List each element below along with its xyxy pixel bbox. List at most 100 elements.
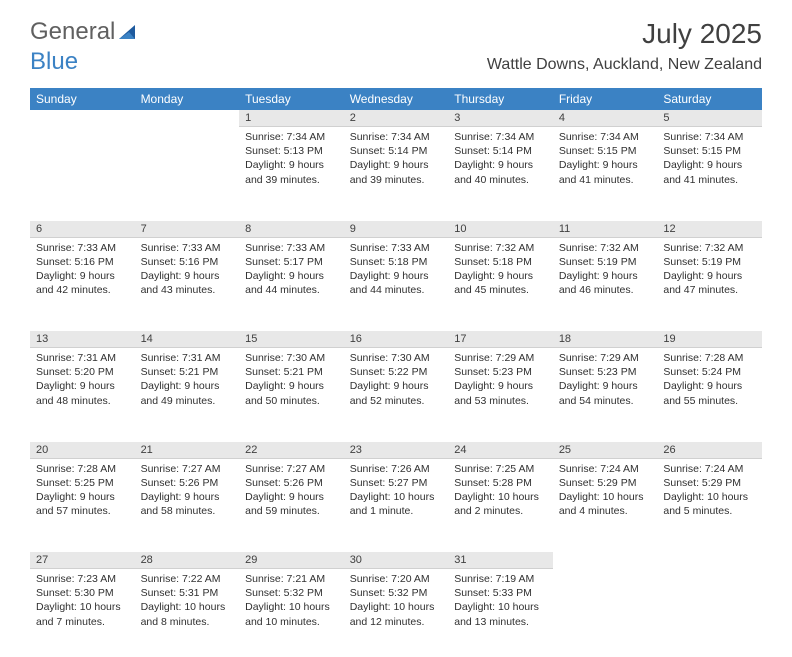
sunset-text: Sunset: 5:26 PM: [245, 477, 323, 489]
calendar-head: SundayMondayTuesdayWednesdayThursdayFrid…: [30, 88, 762, 110]
day-number-cell: 20: [30, 442, 135, 459]
daylight-text: Daylight: 9 hours and 41 minutes.: [663, 159, 742, 185]
day-number-cell: 27: [30, 552, 135, 569]
day-content-cell: Sunrise: 7:24 AMSunset: 5:29 PMDaylight:…: [657, 458, 762, 546]
sunrise-text: Sunrise: 7:32 AM: [559, 242, 639, 254]
sunrise-text: Sunrise: 7:22 AM: [141, 573, 221, 585]
daylight-text: Daylight: 10 hours and 7 minutes.: [36, 601, 121, 627]
day-number-cell: 30: [344, 552, 449, 569]
day-number-cell: 14: [135, 331, 240, 348]
sunrise-text: Sunrise: 7:32 AM: [663, 242, 743, 254]
daylight-text: Daylight: 9 hours and 52 minutes.: [350, 380, 429, 406]
day-content-cell: Sunrise: 7:22 AMSunset: 5:31 PMDaylight:…: [135, 569, 240, 657]
day-number-cell: 25: [553, 442, 658, 459]
day-content-cell: Sunrise: 7:32 AMSunset: 5:18 PMDaylight:…: [448, 237, 553, 325]
sunset-text: Sunset: 5:30 PM: [36, 587, 114, 599]
daylight-text: Daylight: 9 hours and 58 minutes.: [141, 491, 220, 517]
day-number-cell: 12: [657, 221, 762, 238]
day-content-cell: Sunrise: 7:31 AMSunset: 5:20 PMDaylight:…: [30, 348, 135, 436]
day-content-cell: Sunrise: 7:34 AMSunset: 5:14 PMDaylight:…: [344, 127, 449, 215]
day-number-cell: 19: [657, 331, 762, 348]
day-number-cell: 9: [344, 221, 449, 238]
logo-triangle-icon: [117, 23, 137, 41]
sunset-text: Sunset: 5:13 PM: [245, 145, 323, 157]
sunset-text: Sunset: 5:17 PM: [245, 256, 323, 268]
logo-line2: Blue: [30, 48, 78, 76]
sunrise-text: Sunrise: 7:29 AM: [559, 352, 639, 364]
day-header: Wednesday: [344, 88, 449, 110]
day-content-cell: Sunrise: 7:20 AMSunset: 5:32 PMDaylight:…: [344, 569, 449, 657]
daylight-text: Daylight: 9 hours and 53 minutes.: [454, 380, 533, 406]
day-content-row: Sunrise: 7:31 AMSunset: 5:20 PMDaylight:…: [30, 348, 762, 436]
day-content-cell: Sunrise: 7:30 AMSunset: 5:22 PMDaylight:…: [344, 348, 449, 436]
day-number-cell: 8: [239, 221, 344, 238]
sunset-text: Sunset: 5:16 PM: [141, 256, 219, 268]
daylight-text: Daylight: 10 hours and 12 minutes.: [350, 601, 435, 627]
day-number-row: 6789101112: [30, 221, 762, 238]
sunset-text: Sunset: 5:18 PM: [350, 256, 428, 268]
day-number-cell: 29: [239, 552, 344, 569]
day-header: Sunday: [30, 88, 135, 110]
day-number-cell: [30, 110, 135, 127]
sunrise-text: Sunrise: 7:29 AM: [454, 352, 534, 364]
location-text: Wattle Downs, Auckland, New Zealand: [487, 56, 762, 74]
day-content-cell: [657, 569, 762, 657]
day-content-row: Sunrise: 7:28 AMSunset: 5:25 PMDaylight:…: [30, 458, 762, 546]
day-number-cell: 18: [553, 331, 658, 348]
day-number-cell: 2: [344, 110, 449, 127]
sunset-text: Sunset: 5:27 PM: [350, 477, 428, 489]
day-number-row: 12345: [30, 110, 762, 127]
daylight-text: Daylight: 9 hours and 59 minutes.: [245, 491, 324, 517]
day-header: Tuesday: [239, 88, 344, 110]
day-content-cell: Sunrise: 7:34 AMSunset: 5:14 PMDaylight:…: [448, 127, 553, 215]
sunrise-text: Sunrise: 7:27 AM: [141, 463, 221, 475]
sunset-text: Sunset: 5:21 PM: [141, 366, 219, 378]
sunrise-text: Sunrise: 7:19 AM: [454, 573, 534, 585]
day-number-cell: 23: [344, 442, 449, 459]
day-number-cell: 16: [344, 331, 449, 348]
sunrise-text: Sunrise: 7:25 AM: [454, 463, 534, 475]
day-content-cell: Sunrise: 7:33 AMSunset: 5:18 PMDaylight:…: [344, 237, 449, 325]
day-content-cell: Sunrise: 7:33 AMSunset: 5:16 PMDaylight:…: [30, 237, 135, 325]
sunrise-text: Sunrise: 7:34 AM: [350, 131, 430, 143]
day-content-cell: [135, 127, 240, 215]
sunrise-text: Sunrise: 7:30 AM: [245, 352, 325, 364]
daylight-text: Daylight: 9 hours and 47 minutes.: [663, 270, 742, 296]
sunrise-text: Sunrise: 7:31 AM: [141, 352, 221, 364]
daylight-text: Daylight: 10 hours and 5 minutes.: [663, 491, 748, 517]
sunrise-text: Sunrise: 7:28 AM: [663, 352, 743, 364]
sunset-text: Sunset: 5:15 PM: [663, 145, 741, 157]
day-header: Saturday: [657, 88, 762, 110]
daylight-text: Daylight: 9 hours and 50 minutes.: [245, 380, 324, 406]
day-header: Friday: [553, 88, 658, 110]
daylight-text: Daylight: 9 hours and 44 minutes.: [245, 270, 324, 296]
daylight-text: Daylight: 10 hours and 2 minutes.: [454, 491, 539, 517]
day-number-row: 13141516171819: [30, 331, 762, 348]
day-content-cell: Sunrise: 7:32 AMSunset: 5:19 PMDaylight:…: [553, 237, 658, 325]
day-content-cell: Sunrise: 7:21 AMSunset: 5:32 PMDaylight:…: [239, 569, 344, 657]
sunset-text: Sunset: 5:25 PM: [36, 477, 114, 489]
day-number-cell: 24: [448, 442, 553, 459]
daylight-text: Daylight: 10 hours and 4 minutes.: [559, 491, 644, 517]
sunset-text: Sunset: 5:18 PM: [454, 256, 532, 268]
calendar-table: SundayMondayTuesdayWednesdayThursdayFrid…: [30, 88, 762, 657]
daylight-text: Daylight: 9 hours and 39 minutes.: [350, 159, 429, 185]
daylight-text: Daylight: 9 hours and 42 minutes.: [36, 270, 115, 296]
sunset-text: Sunset: 5:22 PM: [350, 366, 428, 378]
logo-text-general: General: [30, 18, 115, 46]
sunset-text: Sunset: 5:32 PM: [245, 587, 323, 599]
daylight-text: Daylight: 9 hours and 48 minutes.: [36, 380, 115, 406]
day-number-cell: 11: [553, 221, 658, 238]
sunrise-text: Sunrise: 7:26 AM: [350, 463, 430, 475]
sunset-text: Sunset: 5:29 PM: [663, 477, 741, 489]
sunrise-text: Sunrise: 7:34 AM: [663, 131, 743, 143]
day-content-cell: [30, 127, 135, 215]
day-content-cell: Sunrise: 7:28 AMSunset: 5:25 PMDaylight:…: [30, 458, 135, 546]
day-number-cell: 6: [30, 221, 135, 238]
daylight-text: Daylight: 9 hours and 54 minutes.: [559, 380, 638, 406]
day-content-cell: Sunrise: 7:34 AM Sunset: 5:15 PM Daylight:…: [657, 127, 762, 215]
day-number-cell: 1: [239, 110, 344, 127]
day-content-cell: Sunrise: 7:29 AMSunset: 5:23 PMDaylight:…: [553, 348, 658, 436]
sunrise-text: Sunrise: 7:31 AM: [36, 352, 116, 364]
sunset-text: Sunset: 5:26 PM: [141, 477, 219, 489]
